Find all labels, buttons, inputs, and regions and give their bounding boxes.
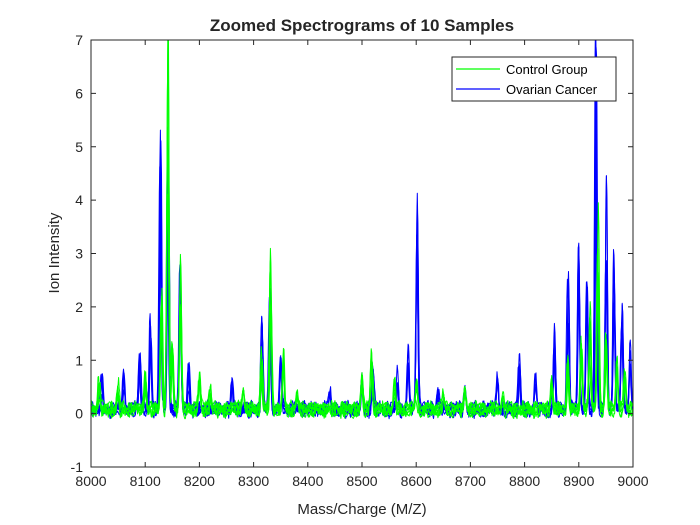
- y-tick-label: 7: [75, 32, 83, 48]
- y-axis-label: Ion Intensity: [46, 212, 63, 293]
- y-tick-label: 3: [75, 246, 83, 262]
- x-axis-label: Mass/Charge (M/Z): [297, 501, 426, 518]
- x-tick-label: 8000: [75, 473, 106, 489]
- x-tick-label: 8500: [346, 473, 377, 489]
- y-tick-label: 4: [75, 192, 83, 208]
- legend-label-ovarian: Ovarian Cancer: [506, 82, 598, 97]
- ticks-layer: 8000 8100 8200 8300 8400 8500 8600 8700 8800 8900…: [71, 32, 649, 489]
- y-tick-label: 0: [75, 406, 83, 422]
- y-tick-label: 2: [75, 299, 83, 315]
- x-tick-label: 8900: [563, 473, 594, 489]
- x-tick-label: 8600: [401, 473, 432, 489]
- legend-label-control: Control Group: [506, 62, 588, 77]
- x-tick-label: 8100: [130, 473, 161, 489]
- plot-area: [91, 40, 633, 467]
- x-tick-label: 8700: [455, 473, 486, 489]
- y-tick-label: 5: [75, 139, 83, 155]
- x-tick-label: 8200: [184, 473, 215, 489]
- x-tick-label: 8800: [509, 473, 540, 489]
- chart-title: Zoomed Spectrograms of 10 Samples: [210, 16, 514, 35]
- series-layer: [91, 40, 633, 420]
- legend-box: [451, 56, 617, 102]
- y-tick-label: 1: [75, 352, 83, 368]
- y-tick-label: 6: [75, 85, 83, 101]
- legend: Control Group Ovarian Cancer: [451, 56, 617, 102]
- x-tick-label: 8300: [238, 473, 269, 489]
- y-tick-label: -1: [71, 459, 84, 475]
- x-tick-label: 9000: [617, 473, 648, 489]
- series-line-control-5: [91, 126, 633, 420]
- x-tick-label: 8400: [292, 473, 323, 489]
